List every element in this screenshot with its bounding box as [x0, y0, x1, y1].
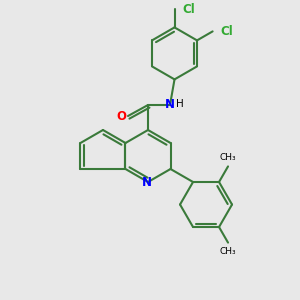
- Text: Cl: Cl: [220, 25, 233, 38]
- Text: N: N: [142, 176, 152, 190]
- Text: Cl: Cl: [182, 3, 195, 16]
- Text: N: N: [165, 98, 175, 110]
- Text: O: O: [116, 110, 126, 122]
- Text: CH₃: CH₃: [220, 153, 236, 162]
- Text: H: H: [176, 99, 184, 109]
- Text: CH₃: CH₃: [220, 247, 236, 256]
